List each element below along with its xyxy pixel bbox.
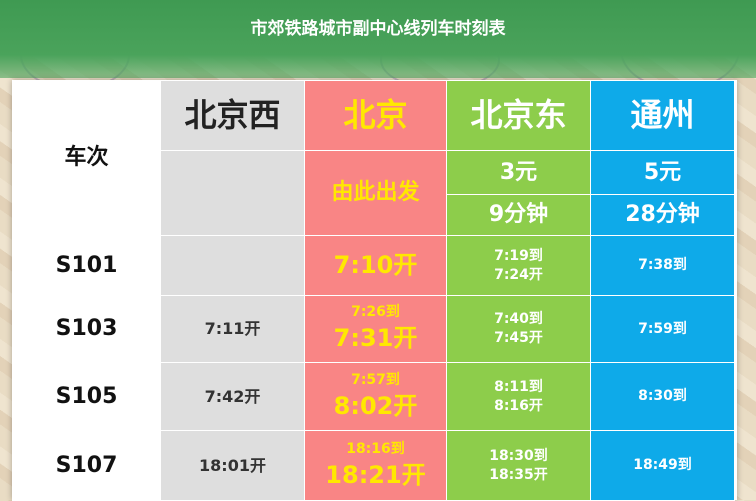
tongzhou-arrival: 18:49到 — [590, 430, 735, 501]
fare-row: 由此出发 3元 5元 — [13, 150, 735, 236]
beijing-arrival: 7:26到 — [351, 304, 400, 321]
table-row: S105 7:42开 7:57到 8:02开 8:11到 8:16开 8:30到 — [12, 362, 735, 431]
fare-tongzhou: 5元 — [590, 150, 735, 195]
train-column-header: 车次 — [12, 80, 161, 236]
tongzhou-arrival: 7:59到 — [590, 295, 735, 363]
beijing-departure: 18:21开 — [325, 460, 426, 489]
beijing-departure: 7:10开 — [333, 251, 418, 280]
train-number: S107 — [12, 430, 161, 501]
beijingdong-arrival: 7:19到 — [494, 247, 543, 264]
beijingdong-arrival: 8:11到 — [494, 378, 543, 395]
beijingdong-arrival: 7:40到 — [494, 311, 543, 328]
tongzhou-arrival: 7:38到 — [590, 235, 735, 296]
beijingdong-departure: 18:35开 — [489, 466, 548, 483]
duration-row: 9分钟 28分钟 — [13, 194, 735, 236]
beijingdong-departure: 7:24开 — [494, 266, 543, 283]
train-number: S103 — [12, 295, 161, 363]
beijingdong-departure: 7:45开 — [494, 330, 543, 346]
station-header-row: 车次 北京西 北京 北京东 通州 — [12, 80, 735, 236]
duration-beijingdong: 9分钟 — [446, 194, 591, 236]
table-row: S101 7:10开 7:19到 7:24开 7:38到 — [12, 235, 735, 296]
train-number: S101 — [12, 235, 161, 296]
departure-note: 由此出发 — [304, 150, 447, 236]
beijingxi-time: 18:01开 — [160, 430, 305, 501]
timetable-card: 车次 北京西 北京 北京东 通州 由此出发 3元 5元 9分钟 28分钟 S10… — [12, 80, 737, 501]
station-beijingdong: 北京东 — [446, 80, 591, 151]
page-title: 市郊铁路城市副中心线列车时刻表 — [250, 19, 506, 39]
timetable: 车次 北京西 北京 北京东 通州 由此出发 3元 5元 9分钟 28分钟 S10… — [12, 80, 735, 501]
beijing-departure: 8:02开 — [333, 391, 418, 420]
tongzhou-arrival: 8:30到 — [590, 362, 735, 431]
beijingdong-departure: 8:16开 — [494, 397, 543, 414]
beijingxi-time: 7:42开 — [160, 362, 305, 431]
beijingxi-blank — [160, 150, 305, 236]
train-number: S105 — [12, 362, 161, 431]
title-banner: 市郊铁路城市副中心线列车时刻表 — [0, 0, 756, 78]
beijing-arrival: 18:16到 — [346, 440, 405, 457]
beijingxi-time — [160, 235, 305, 296]
beijingxi-time: 7:11开 — [160, 295, 305, 363]
table-row: S103 7:11开 7:26到 7:31开 7:40到 7:45开 7:59到 — [12, 295, 735, 363]
duration-tongzhou: 28分钟 — [590, 194, 735, 236]
fare-beijingdong: 3元 — [446, 150, 591, 195]
station-beijingxi: 北京西 — [160, 80, 305, 151]
table-row: S107 18:01开 18:16到 18:21开 18:30到 18:35开 18… — [12, 430, 735, 501]
beijingdong-arrival: 18:30到 — [489, 447, 548, 464]
beijing-arrival: 7:57到 — [351, 371, 400, 388]
beijing-departure: 7:31开 — [333, 324, 418, 353]
station-beijing: 北京 — [304, 80, 447, 151]
station-tongzhou: 通州 — [590, 80, 735, 151]
